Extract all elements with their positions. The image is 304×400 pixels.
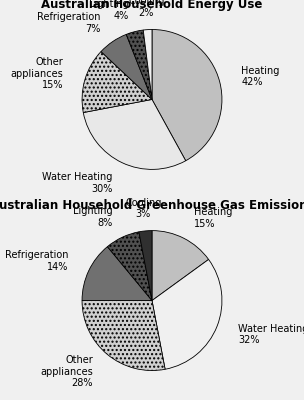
Text: Lighting
8%: Lighting 8% bbox=[73, 206, 113, 228]
Text: Heating
15%: Heating 15% bbox=[194, 208, 232, 229]
Wedge shape bbox=[101, 34, 152, 100]
Wedge shape bbox=[107, 232, 152, 300]
Text: Cooling
3%: Cooling 3% bbox=[125, 198, 161, 220]
Title: Australian Household Greenhouse Gas Emissions: Australian Household Greenhouse Gas Emis… bbox=[0, 199, 304, 212]
Wedge shape bbox=[143, 30, 152, 100]
Wedge shape bbox=[83, 100, 186, 169]
Wedge shape bbox=[139, 231, 152, 300]
Wedge shape bbox=[82, 300, 165, 370]
Wedge shape bbox=[152, 231, 209, 300]
Wedge shape bbox=[152, 260, 222, 369]
Text: Other
appliances
28%: Other appliances 28% bbox=[40, 355, 93, 388]
Wedge shape bbox=[152, 30, 222, 161]
Text: Water Heating
30%: Water Heating 30% bbox=[42, 172, 113, 194]
Text: Cooling
2%: Cooling 2% bbox=[128, 0, 164, 18]
Wedge shape bbox=[82, 52, 152, 112]
Text: Heating
42%: Heating 42% bbox=[241, 66, 280, 87]
Text: Refrigeration
7%: Refrigeration 7% bbox=[36, 12, 100, 34]
Text: Lighting
4%: Lighting 4% bbox=[89, 0, 129, 21]
Title: Australian Household Energy Use: Australian Household Energy Use bbox=[41, 0, 263, 11]
Text: Refrigeration
14%: Refrigeration 14% bbox=[5, 250, 68, 272]
Wedge shape bbox=[82, 247, 152, 300]
Text: Other
appliances
15%: Other appliances 15% bbox=[11, 57, 63, 90]
Wedge shape bbox=[126, 30, 152, 100]
Text: Water Heating
32%: Water Heating 32% bbox=[238, 324, 304, 345]
